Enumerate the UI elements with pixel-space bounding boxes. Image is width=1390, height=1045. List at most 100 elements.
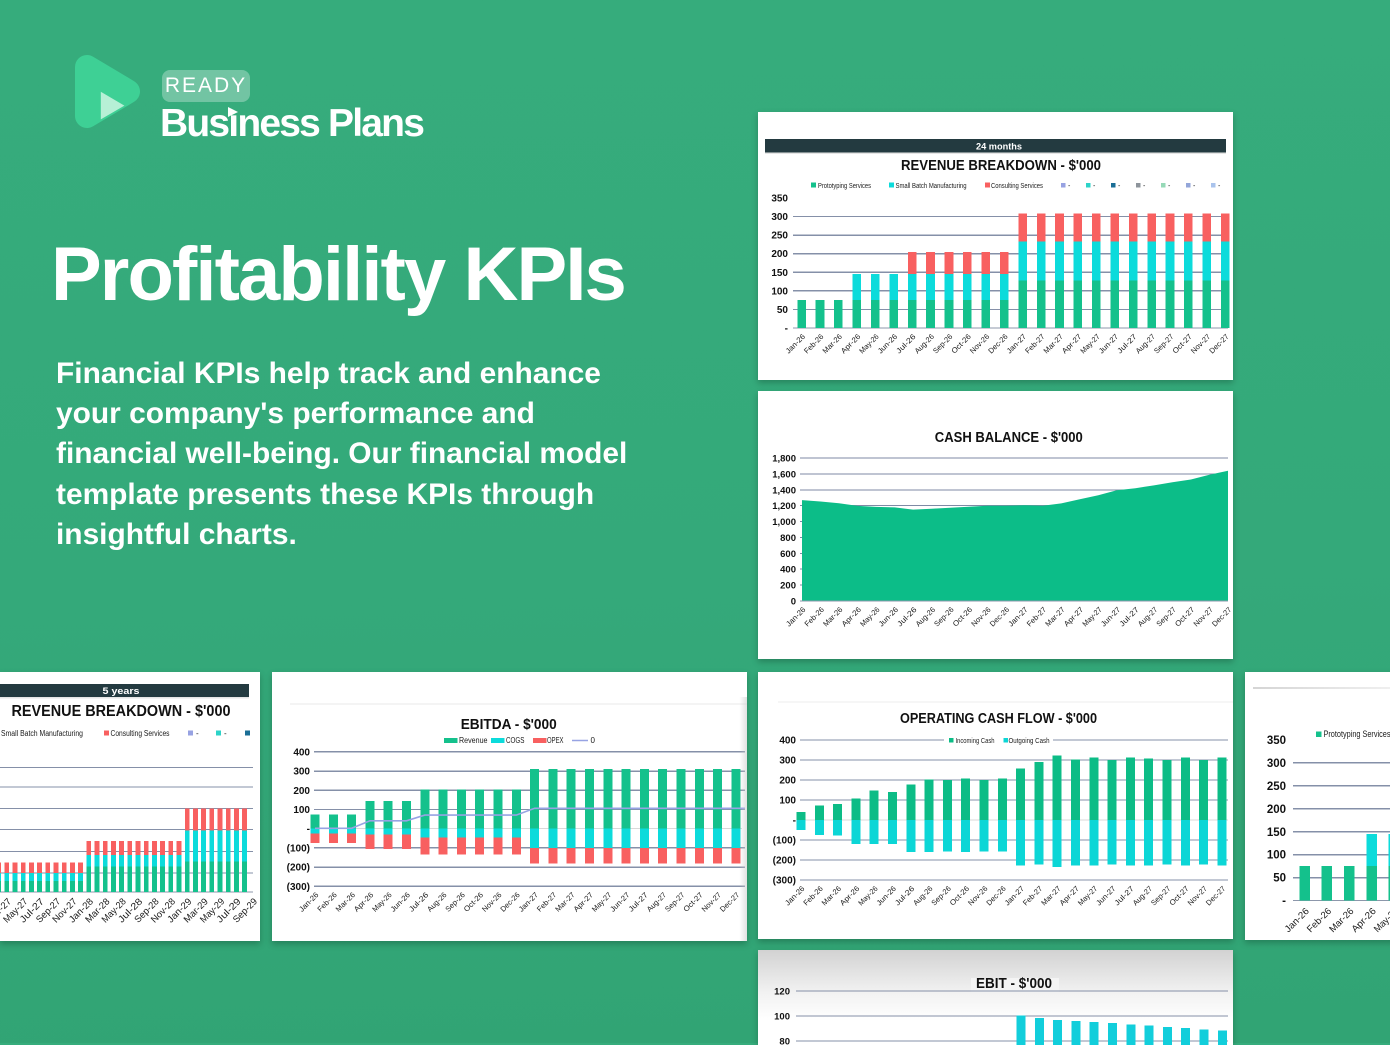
svg-text:(300): (300) <box>773 876 796 887</box>
svg-text:1,200: 1,200 <box>772 501 796 512</box>
svg-text:Jul-26: Jul-26 <box>895 605 918 628</box>
svg-text:May-26: May-26 <box>858 605 881 628</box>
svg-text:Mar-26: Mar-26 <box>821 605 844 628</box>
svg-text:(100): (100) <box>287 843 310 854</box>
svg-text:250: 250 <box>771 231 788 242</box>
svg-text:200: 200 <box>780 581 796 592</box>
svg-text:100: 100 <box>1267 850 1286 862</box>
svg-text:800: 800 <box>780 533 796 544</box>
svg-text:REVENUE BREAKDOWN - $'000: REVENUE BREAKDOWN - $'000 <box>901 158 1101 174</box>
svg-text:50: 50 <box>777 305 789 316</box>
svg-text:400: 400 <box>293 747 310 758</box>
svg-text:Prototyping Services: Prototyping Services <box>1324 729 1390 739</box>
svg-text:350: 350 <box>771 194 788 205</box>
svg-text:Aug-26: Aug-26 <box>914 605 937 628</box>
svg-text:300: 300 <box>771 212 788 223</box>
svg-text:REVENUE BREAKDOWN - $'000: REVENUE BREAKDOWN - $'000 <box>12 703 231 720</box>
svg-text:Aug-27: Aug-27 <box>1134 332 1157 355</box>
svg-text:-: - <box>307 824 310 835</box>
svg-text:Consulting Services: Consulting Services <box>991 183 1043 190</box>
svg-text:Oct-26: Oct-26 <box>949 332 972 355</box>
svg-text:May-26: May-26 <box>857 332 880 355</box>
svg-text:400: 400 <box>779 736 796 747</box>
svg-text:OPERATING CASH FLOW - $'000: OPERATING CASH FLOW - $'000 <box>900 711 1097 727</box>
svg-text:600: 600 <box>780 549 796 560</box>
svg-text:200: 200 <box>293 786 310 797</box>
svg-text:-: - <box>196 729 199 738</box>
svg-text:CASH BALANCE - $'000: CASH BALANCE - $'000 <box>935 430 1083 446</box>
svg-text:Dec-27: Dec-27 <box>1204 884 1227 907</box>
svg-text:100: 100 <box>293 805 310 816</box>
svg-text:Outgoing Cash: Outgoing Cash <box>1009 738 1050 745</box>
svg-text:-: - <box>1282 896 1286 908</box>
svg-text:(200): (200) <box>773 856 796 867</box>
svg-text:(100): (100) <box>773 836 796 847</box>
svg-text:OPEX: OPEX <box>547 736 564 745</box>
svg-text:350: 350 <box>1267 735 1286 747</box>
svg-text:Small Batch Manufacturing: Small Batch Manufacturing <box>896 183 967 190</box>
svg-text:Jun-27: Jun-27 <box>1099 605 1122 628</box>
svg-text:May-27: May-27 <box>1078 332 1101 355</box>
svg-text:EBIT - $'000: EBIT - $'000 <box>976 976 1052 992</box>
svg-text:Apr-27: Apr-27 <box>1062 605 1085 628</box>
svg-text:Dec-27: Dec-27 <box>718 890 741 913</box>
svg-text:Dec-26: Dec-26 <box>986 332 1009 355</box>
svg-text:Consulting Services: Consulting Services <box>111 729 170 738</box>
svg-text:Apr-27: Apr-27 <box>1060 332 1083 355</box>
svg-text:400: 400 <box>780 565 796 576</box>
svg-text:150: 150 <box>771 268 788 279</box>
svg-text:Mar-26: Mar-26 <box>821 332 844 355</box>
svg-text:Prototyping Services: Prototyping Services <box>818 183 871 190</box>
svg-text:Oct-27: Oct-27 <box>1170 332 1193 355</box>
svg-text:Jul-26: Jul-26 <box>894 332 917 355</box>
svg-text:1,600: 1,600 <box>772 469 796 480</box>
svg-text:Oct-26: Oct-26 <box>951 605 974 628</box>
svg-text:Nov-26: Nov-26 <box>968 332 991 355</box>
svg-text:200: 200 <box>779 776 796 787</box>
svg-text:-: - <box>1118 183 1121 190</box>
svg-text:300: 300 <box>293 767 310 778</box>
svg-text:Jun-26: Jun-26 <box>877 605 900 628</box>
svg-text:Feb-27: Feb-27 <box>1023 332 1046 355</box>
svg-text:Nov-27: Nov-27 <box>1189 332 1212 355</box>
svg-text:Dec-27: Dec-27 <box>1210 605 1233 628</box>
svg-text:COGS: COGS <box>506 736 525 745</box>
svg-text:1,400: 1,400 <box>772 485 796 496</box>
svg-text:(300): (300) <box>287 882 310 893</box>
svg-text:-: - <box>1068 183 1071 190</box>
svg-text:Jan-26: Jan-26 <box>784 605 807 628</box>
svg-text:Sep-26: Sep-26 <box>931 332 954 355</box>
svg-text:-: - <box>1218 183 1221 190</box>
svg-text:Sep-27: Sep-27 <box>1154 605 1177 628</box>
svg-text:Jan-27: Jan-27 <box>1006 605 1029 628</box>
svg-text:0: 0 <box>591 736 596 745</box>
svg-text:-: - <box>1143 183 1146 190</box>
svg-text:1,000: 1,000 <box>772 517 796 528</box>
svg-text:Jan-26: Jan-26 <box>784 332 807 355</box>
svg-text:-: - <box>1168 183 1171 190</box>
svg-text:Aug-26: Aug-26 <box>913 332 936 355</box>
svg-text:200: 200 <box>1267 804 1286 816</box>
svg-text:Jan-27: Jan-27 <box>1005 332 1028 355</box>
svg-text:Mar-27: Mar-27 <box>1042 332 1065 355</box>
svg-text:100: 100 <box>779 796 796 807</box>
svg-text:Small Batch Manufacturing: Small Batch Manufacturing <box>1 729 83 738</box>
svg-text:May-27: May-27 <box>1080 605 1103 628</box>
svg-text:100: 100 <box>771 286 788 297</box>
svg-text:250: 250 <box>1267 781 1286 793</box>
svg-text:Nov-27: Nov-27 <box>1192 605 1215 628</box>
svg-text:100: 100 <box>774 1012 790 1023</box>
svg-text:120: 120 <box>774 987 790 998</box>
svg-text:Jun-26: Jun-26 <box>876 332 899 355</box>
svg-text:-: - <box>1093 183 1096 190</box>
svg-text:-: - <box>793 816 796 827</box>
svg-text:Sep-27: Sep-27 <box>1152 332 1175 355</box>
svg-text:Sep-26: Sep-26 <box>932 605 955 628</box>
svg-text:Jul-27: Jul-27 <box>1115 332 1138 355</box>
svg-text:Mar-27: Mar-27 <box>1043 605 1066 628</box>
svg-text:5 years: 5 years <box>103 686 140 697</box>
svg-text:(200): (200) <box>287 863 310 874</box>
svg-text:Incoming Cash: Incoming Cash <box>956 738 995 745</box>
svg-text:Oct-27: Oct-27 <box>1173 605 1196 628</box>
svg-text:200: 200 <box>771 249 788 260</box>
